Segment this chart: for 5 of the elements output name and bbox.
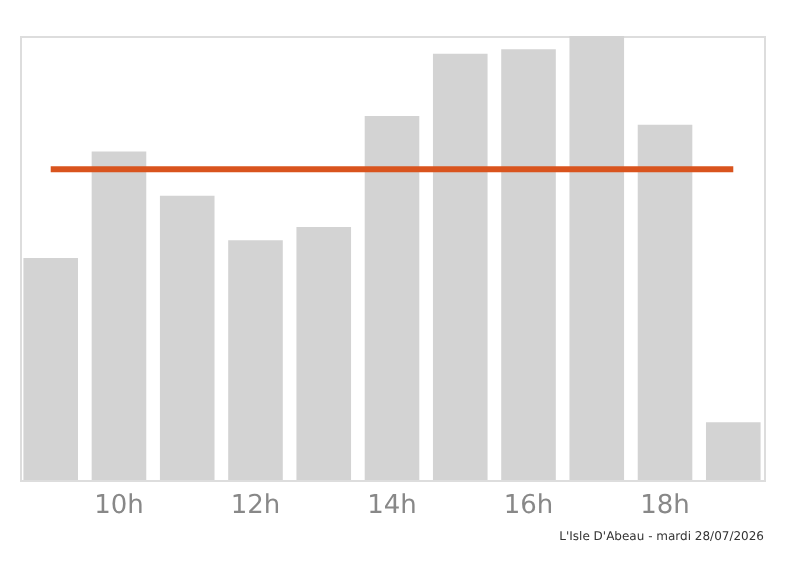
x-tick-label: 16h [503, 491, 554, 521]
x-tick-label: 18h [640, 491, 690, 521]
x-tick-label: 12h [230, 491, 281, 521]
x-tick-label: 14h [367, 491, 417, 521]
x-tick-label: 10h [94, 491, 144, 521]
